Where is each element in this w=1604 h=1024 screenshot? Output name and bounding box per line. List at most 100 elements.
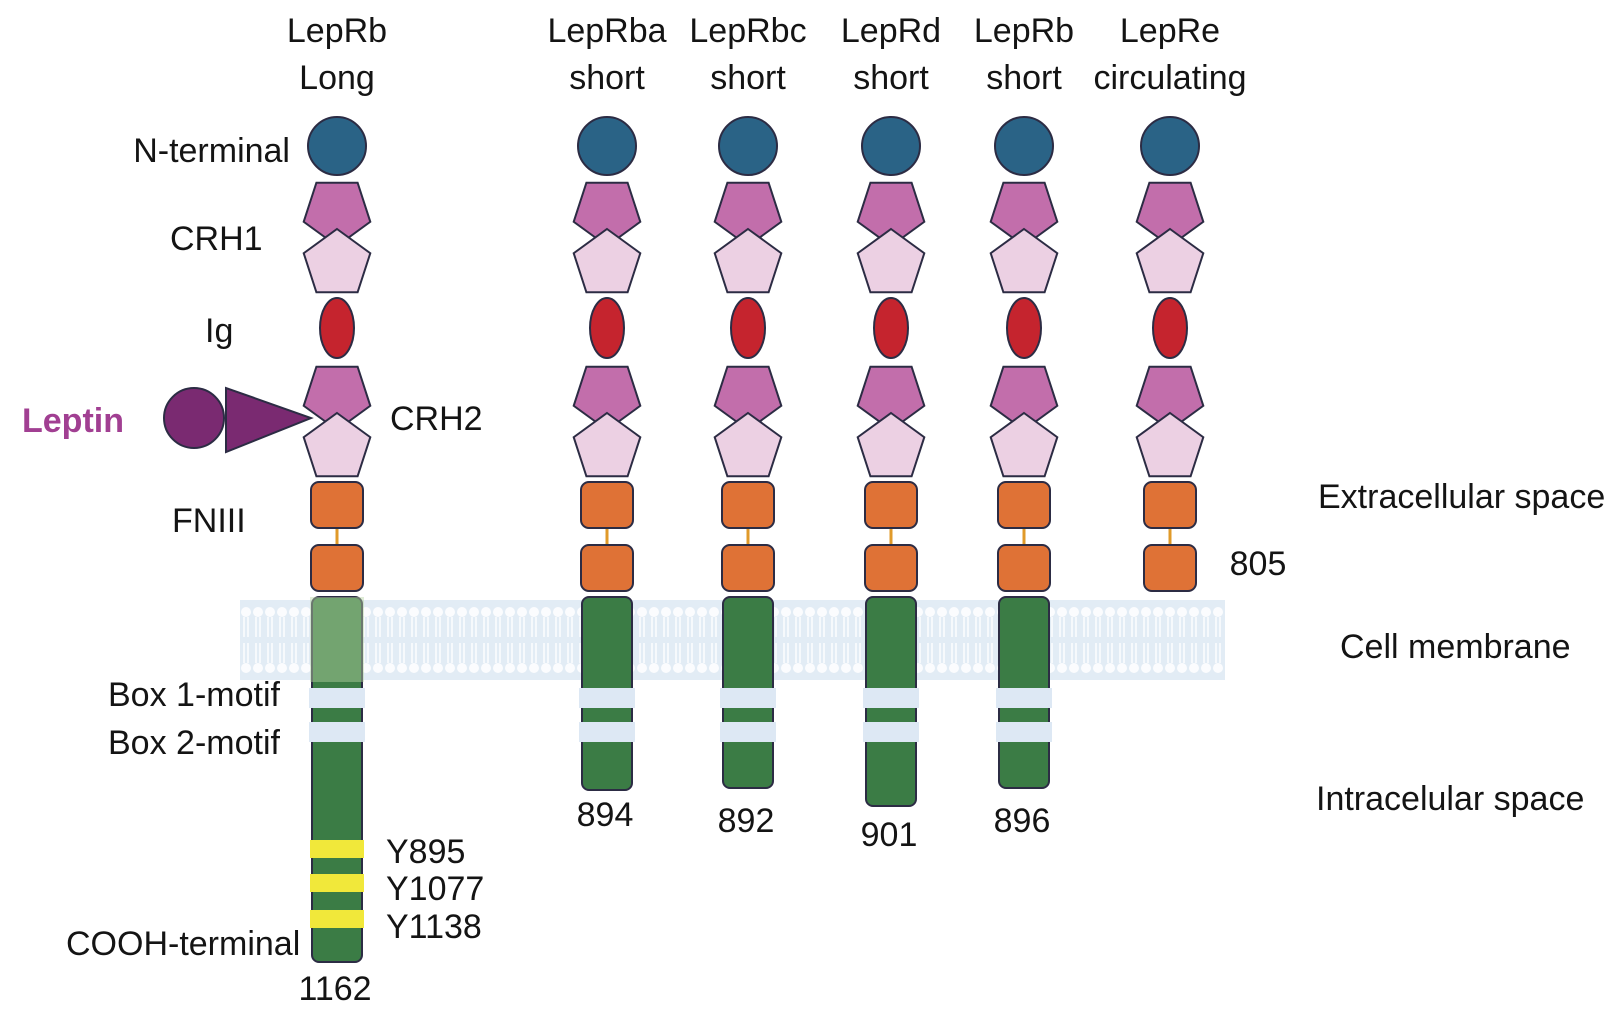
lipid-head bbox=[1069, 663, 1079, 673]
fniii-domain-2 bbox=[310, 544, 364, 592]
tyrosine-band-y895 bbox=[310, 840, 364, 858]
lipid-head bbox=[289, 663, 299, 673]
leptin-ligand bbox=[163, 386, 314, 454]
lipid-head bbox=[493, 607, 503, 617]
lipid-head bbox=[1069, 607, 1079, 617]
residue-count: 892 bbox=[718, 802, 775, 840]
ig-label: Ig bbox=[205, 312, 233, 350]
lipid-head bbox=[649, 607, 659, 617]
crh1-label: CRH1 bbox=[170, 220, 263, 258]
n-terminal-domain bbox=[307, 116, 367, 176]
lipid-head bbox=[361, 607, 371, 617]
fniii-domain-1 bbox=[997, 481, 1051, 529]
box2-motif bbox=[309, 722, 365, 742]
lipid-head bbox=[409, 607, 419, 617]
crh1-light-pentagon bbox=[1135, 227, 1205, 294]
lipid-head bbox=[1213, 607, 1223, 617]
lipid-head bbox=[481, 663, 491, 673]
lipid-head bbox=[781, 607, 791, 617]
receptor-column: LepRb Long 1162 bbox=[287, 12, 387, 1008]
receptor-column: LepRe circulating 805 bbox=[1093, 12, 1287, 592]
n-terminal-domain bbox=[1140, 116, 1200, 176]
ig-domain bbox=[1006, 297, 1042, 359]
crh2-light-pentagon bbox=[1135, 411, 1205, 478]
box2-motif bbox=[720, 722, 776, 742]
residue-count: 894 bbox=[577, 796, 634, 834]
n-terminal-domain bbox=[861, 116, 921, 176]
lipid-head bbox=[433, 663, 443, 673]
lipid-head bbox=[925, 607, 935, 617]
n-terminal-label: N-terminal bbox=[133, 132, 290, 170]
lipid-head bbox=[1177, 663, 1187, 673]
lipid-head bbox=[385, 663, 395, 673]
isoform-subtitle: short bbox=[710, 59, 786, 97]
lipid-head bbox=[565, 607, 575, 617]
lipid-head bbox=[1213, 663, 1223, 673]
receptor-column: LepRba short 894 bbox=[547, 12, 666, 834]
receptor-column: LepRb short 896 bbox=[974, 12, 1074, 840]
lipid-head bbox=[253, 607, 263, 617]
isoform-name: LepRbc bbox=[689, 12, 806, 50]
lipid-head bbox=[445, 663, 455, 673]
crh2-light-pentagon bbox=[572, 411, 642, 478]
crh1-dark-pentagon bbox=[856, 181, 926, 248]
lipid-head bbox=[445, 607, 455, 617]
lipid-head bbox=[397, 607, 407, 617]
lipid-head bbox=[637, 607, 647, 617]
lipid-head bbox=[793, 663, 803, 673]
isoform-name: LepRba bbox=[547, 12, 666, 50]
ig-domain bbox=[589, 297, 625, 359]
fniii-domain-2 bbox=[580, 544, 634, 592]
cooh-terminal-label: COOH-terminal bbox=[66, 925, 300, 963]
lipid-head bbox=[529, 663, 539, 673]
lipid-head bbox=[961, 607, 971, 617]
lipid-head bbox=[301, 607, 311, 617]
crh2-dark-pentagon bbox=[1135, 365, 1205, 432]
lipid-head bbox=[937, 663, 947, 673]
lipid-head bbox=[385, 607, 395, 617]
lipid-head bbox=[709, 663, 719, 673]
lipid-head bbox=[361, 663, 371, 673]
box2-motif bbox=[579, 722, 635, 742]
lipid-head bbox=[1081, 607, 1091, 617]
crh1-dark-pentagon bbox=[1135, 181, 1205, 248]
lipid-head bbox=[553, 663, 563, 673]
lipid-head bbox=[277, 663, 287, 673]
lipid-head bbox=[709, 607, 719, 617]
lipid-head bbox=[469, 663, 479, 673]
residue-count: 896 bbox=[994, 802, 1051, 840]
fniii-domain-1 bbox=[864, 481, 918, 529]
residue-count: 805 bbox=[1230, 545, 1287, 583]
lipid-head bbox=[1105, 663, 1115, 673]
lipid-head bbox=[1105, 607, 1115, 617]
receptor-isoforms: LepRb Long 1162 LepRba short 894 LepRbc short 89… bbox=[287, 12, 1286, 1008]
crh2-dark-pentagon bbox=[856, 365, 926, 432]
lipid-head bbox=[469, 607, 479, 617]
lipid-head bbox=[985, 607, 995, 617]
lipid-head bbox=[1153, 663, 1163, 673]
crh2-dark-pentagon bbox=[989, 365, 1059, 432]
lipid-head bbox=[1117, 607, 1127, 617]
isoform-subtitle: short bbox=[569, 59, 645, 97]
lipid-head bbox=[673, 607, 683, 617]
fniii-domain-2 bbox=[997, 544, 1051, 592]
membrane-lipids bbox=[241, 607, 1223, 673]
lipid-head bbox=[805, 663, 815, 673]
lipid-head bbox=[973, 663, 983, 673]
lipid-head bbox=[373, 607, 383, 617]
lipid-head bbox=[829, 663, 839, 673]
crh2-dark-pentagon bbox=[713, 365, 783, 432]
lipid-head bbox=[1165, 663, 1175, 673]
crh2-light-pentagon bbox=[856, 411, 926, 478]
lipid-head bbox=[301, 663, 311, 673]
lipid-head bbox=[841, 663, 851, 673]
membrane-overlay bbox=[310, 597, 364, 682]
crh1-light-pentagon bbox=[856, 227, 926, 294]
lipid-head bbox=[1093, 607, 1103, 617]
lipid-head bbox=[253, 663, 263, 673]
lipid-head bbox=[505, 663, 515, 673]
lipid-head bbox=[265, 607, 275, 617]
isoform-subtitle: Long bbox=[299, 59, 375, 97]
lipid-head bbox=[277, 607, 287, 617]
lipid-head bbox=[829, 607, 839, 617]
